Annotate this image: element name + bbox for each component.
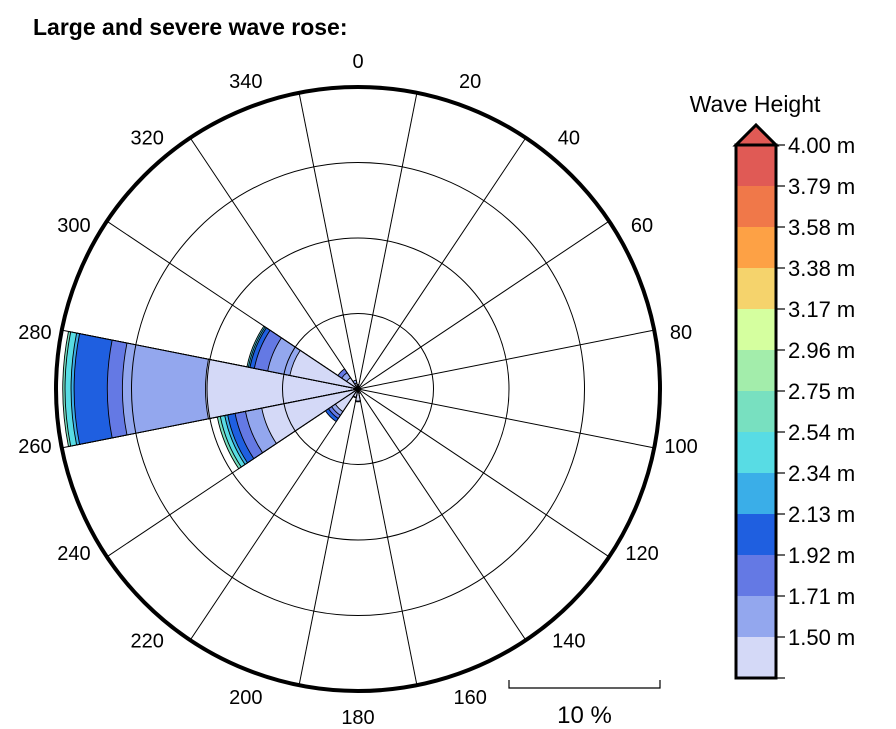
legend-label-1: 1.71 m [788, 584, 855, 609]
direction-label-80: 80 [670, 322, 692, 344]
direction-label-280: 280 [18, 322, 51, 344]
grid-spoke [357, 388, 418, 686]
outline-layer [54, 85, 662, 693]
direction-label-260: 260 [18, 436, 51, 458]
grid-spoke [189, 388, 359, 641]
scale-bar [508, 680, 661, 689]
legend-label-0: 1.50 m [788, 625, 855, 650]
scale-bar-label: 10 % [557, 702, 612, 729]
grid-spoke [298, 92, 359, 390]
grid-spoke [357, 388, 527, 641]
legend-label-6: 2.75 m [788, 379, 855, 404]
direction-labels-layer: 0 20 40 60 80 100 120 140 160 180 200 220 240 260 280 3… [18, 51, 697, 729]
legend-swatch-11 [736, 186, 776, 227]
legend-label-2: 1.92 m [788, 543, 855, 568]
legend-label-12: 4.00 m [788, 133, 855, 158]
sectors-layer [62, 325, 362, 470]
legend-label-5: 2.54 m [788, 420, 855, 445]
grid-spoke [61, 388, 359, 449]
scale-bar-layer: 10 % [508, 680, 661, 729]
legend-swatch-6 [736, 391, 776, 432]
legend-label-3: 2.13 m [788, 502, 855, 527]
direction-label-0: 0 [352, 51, 363, 73]
grid-spoke [189, 137, 359, 390]
grid-spoke [357, 220, 610, 390]
direction-label-60: 60 [631, 215, 653, 237]
grid-spoke [298, 388, 359, 686]
grid-spoke [106, 388, 359, 558]
chart-title: Large and severe wave rose: [33, 14, 348, 40]
grid-ring-5 [282, 313, 434, 465]
direction-label-300: 300 [57, 215, 90, 237]
legend-label-4: 2.34 m [788, 461, 855, 486]
legend-swatch-3 [736, 514, 776, 555]
legend-label-8: 3.17 m [788, 297, 855, 322]
grid-ring-10 [206, 237, 510, 541]
legend-swatch-4 [736, 473, 776, 514]
legend-swatch-0 [736, 637, 776, 678]
legend-swatch-12 [736, 145, 776, 186]
legend-swatch-7 [736, 350, 776, 391]
legend-swatch-10 [736, 227, 776, 268]
legend-label-11: 3.79 m [788, 174, 855, 199]
legend-label-7: 2.96 m [788, 338, 855, 363]
direction-label-340: 340 [229, 71, 262, 93]
legend-swatch-2 [736, 555, 776, 596]
grid-ring-15 [131, 162, 585, 616]
legend-swatch-1 [736, 596, 776, 637]
direction-label-140: 140 [552, 630, 585, 652]
grid-spoke [106, 220, 359, 390]
legend-swatch-8 [736, 309, 776, 350]
direction-label-120: 120 [625, 543, 658, 565]
direction-label-240: 240 [57, 543, 90, 565]
grid-spoke [61, 329, 359, 390]
direction-label-320: 320 [130, 128, 163, 150]
legend-label-9: 3.38 m [788, 256, 855, 281]
grid-spoke [357, 388, 610, 558]
grid-spoke [357, 329, 655, 390]
legend-title: Wave Height [690, 91, 821, 117]
grid-spoke [357, 388, 655, 449]
direction-label-180: 180 [341, 707, 374, 729]
grid-spoke [357, 137, 527, 390]
legend-layer: Wave Height 4.00 m 3.79 m 3.58 m 3.38 m 3.17 … [690, 91, 855, 680]
direction-label-220: 220 [130, 630, 163, 652]
grid-spoke [357, 92, 418, 390]
direction-label-20: 20 [459, 71, 481, 93]
direction-label-200: 200 [229, 687, 262, 709]
legend-swatch-9 [736, 268, 776, 309]
direction-label-160: 160 [453, 687, 486, 709]
rose-outer-ring [54, 85, 662, 693]
legend-colorbar-frame [734, 143, 778, 680]
legend-swatch-5 [736, 432, 776, 473]
direction-label-100: 100 [664, 436, 697, 458]
legend-overflow-triangle [732, 122, 780, 147]
legend-label-10: 3.58 m [788, 215, 855, 240]
direction-label-40: 40 [558, 128, 580, 150]
